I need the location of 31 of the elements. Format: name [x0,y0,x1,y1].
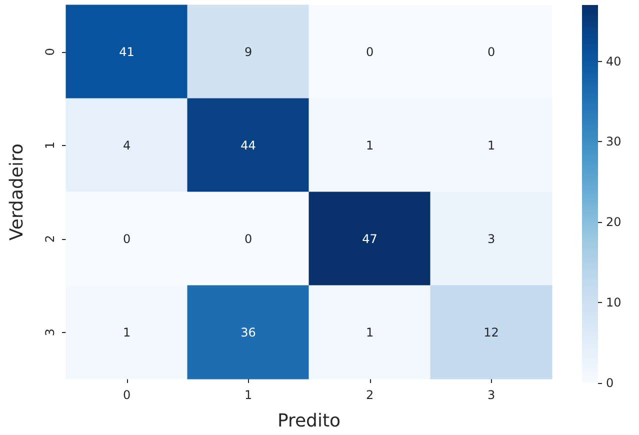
x-tick-label: 0 [122,388,131,402]
data-label: 1 [487,138,496,152]
data-label: 1 [366,138,374,152]
color-bar-label: 30 [606,134,622,149]
y-tick-label: 2 [43,234,57,243]
y-axis-title: Verdadeiro [6,143,28,241]
y-tick-label: 0 [43,48,57,56]
data-label: 3 [487,232,496,246]
data-label: 47 [362,232,378,246]
x-tick-label: 3 [487,388,496,402]
data-label: 0 [487,44,496,59]
x-axis-title: Predito [277,410,341,432]
data-label: 0 [122,232,131,246]
color-bar-label: 0 [606,376,614,390]
data-label: 0 [366,44,374,59]
y-tick-label: 1 [43,141,57,150]
data-label: 12 [484,325,499,340]
data-label: 36 [240,325,256,340]
data-label: 41 [119,44,134,59]
data-label: 1 [122,325,131,340]
data-label: 0 [244,232,252,246]
x-tick-label: 2 [366,388,374,402]
y-tick-label: 3 [43,328,57,336]
data-label: 4 [122,138,131,152]
data-label: 44 [240,138,256,152]
data-label: 9 [244,44,252,59]
data-label: 1 [366,325,374,340]
color-bar-label: 10 [606,296,622,310]
x-tick-label: 1 [244,388,252,402]
color-bar-label: 20 [606,215,622,230]
color-bar-label: 40 [606,54,622,68]
